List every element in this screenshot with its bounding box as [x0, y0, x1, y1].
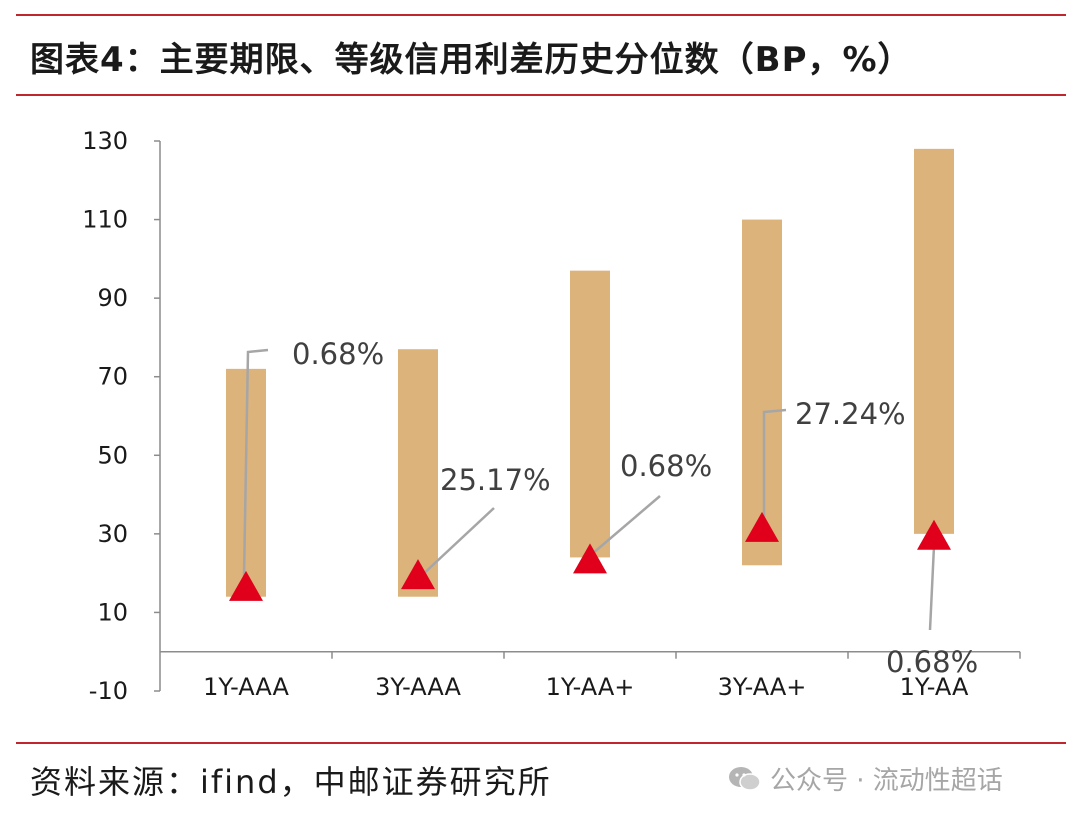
data-labels: 0.68% 25.17% 0.68% 27.24% 0.68% [292, 337, 978, 679]
footer-rule [16, 742, 1066, 744]
chart-title: 图表4：主要期限、等级信用利差历史分位数（BP，%） [30, 40, 913, 80]
leader-line [419, 507, 495, 578]
y-tick-label: 110 [82, 206, 128, 234]
y-tick-label: 30 [97, 520, 128, 548]
percentile-label: 0.68% [620, 449, 712, 483]
range-bar [742, 219, 782, 566]
source-note: 资料来源：ifind，中邮证券研究所 [30, 763, 552, 801]
wechat-icon [729, 766, 761, 791]
leader-lines [242, 348, 936, 631]
current-value-marker [917, 519, 951, 550]
range-bar [914, 148, 954, 534]
x-tick-label: 1Y-AA+ [546, 673, 635, 701]
y-tick-label: -10 [89, 677, 128, 705]
percentile-label: 0.68% [292, 337, 384, 371]
y-tick-label: 90 [97, 284, 128, 312]
y-tick-label: 70 [97, 363, 128, 391]
leader-line [928, 545, 936, 631]
y-tick-label: 130 [82, 127, 128, 155]
x-tick-label: 3Y-AA+ [718, 673, 807, 701]
x-tick-label: 3Y-AAA [375, 673, 461, 701]
watermark: 公众号 · 流动性超话 [728, 760, 1003, 797]
watermark-text: 公众号 · 流动性超话 [770, 766, 1003, 796]
bars [226, 148, 954, 597]
percentile-label: 0.68% [886, 645, 978, 679]
axes: 130 110 90 70 50 30 10 -10 1Y-AAA 3Y-AAA 1Y-AA+ 3Y-… [82, 127, 1021, 705]
y-tick-label: 10 [97, 598, 128, 626]
percentile-label: 27.24% [795, 397, 906, 431]
current-value-marker [745, 511, 779, 542]
title-rule [16, 94, 1066, 96]
x-tick-label: 1Y-AAA [203, 673, 289, 701]
chart: 130 110 90 70 50 30 10 -10 1Y-AAA 3Y-AAA 1Y-AA+ 3Y-… [82, 127, 1021, 705]
current-value-marker [573, 543, 607, 574]
leader-line [762, 408, 787, 525]
range-bar [570, 270, 610, 558]
percentile-label: 25.17% [440, 463, 551, 497]
current-value-marker [401, 559, 435, 590]
range-bar [398, 349, 438, 597]
leader-line [591, 495, 661, 555]
x-tick-label: 1Y-AA [900, 673, 969, 701]
markers [229, 511, 951, 601]
leader-line [242, 348, 269, 577]
current-value-marker [229, 570, 263, 601]
top-rule [16, 14, 1066, 16]
y-tick-label: 50 [97, 441, 128, 469]
